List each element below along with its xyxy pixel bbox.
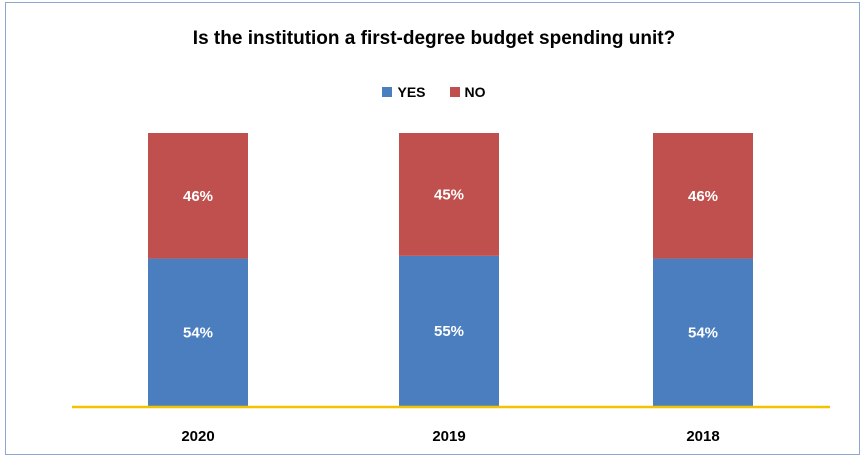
data-label-no-2018: 46% [688,188,718,205]
legend-swatch-yes [382,87,393,97]
bar-no-2018 [653,133,753,259]
bar-no-2019 [399,133,499,256]
data-label-no-2020: 46% [183,188,213,205]
legend-label-no: NO [464,84,486,100]
bar-yes-2018 [653,258,753,406]
legend-item-yes: YES [382,84,426,100]
x-tick-label-2018: 2018 [686,428,719,445]
bar-no-2020 [148,133,248,259]
legend-item-no: NO [449,84,486,100]
bar-yes-2020 [148,258,248,406]
data-label-yes-2019: 55% [434,323,464,340]
bar-yes-2019 [399,255,499,406]
chart-legend: YES NO [0,84,868,100]
legend-swatch-no [449,87,460,97]
data-label-no-2019: 45% [434,186,464,203]
x-tick-label-2020: 2020 [181,428,214,445]
legend-label-yes: YES [397,84,426,100]
data-label-yes-2018: 54% [688,324,718,341]
chart-title: Is the institution a first-degree budget… [192,28,676,49]
x-tick-label-2019: 2019 [432,428,465,445]
data-label-yes-2020: 54% [183,324,213,341]
